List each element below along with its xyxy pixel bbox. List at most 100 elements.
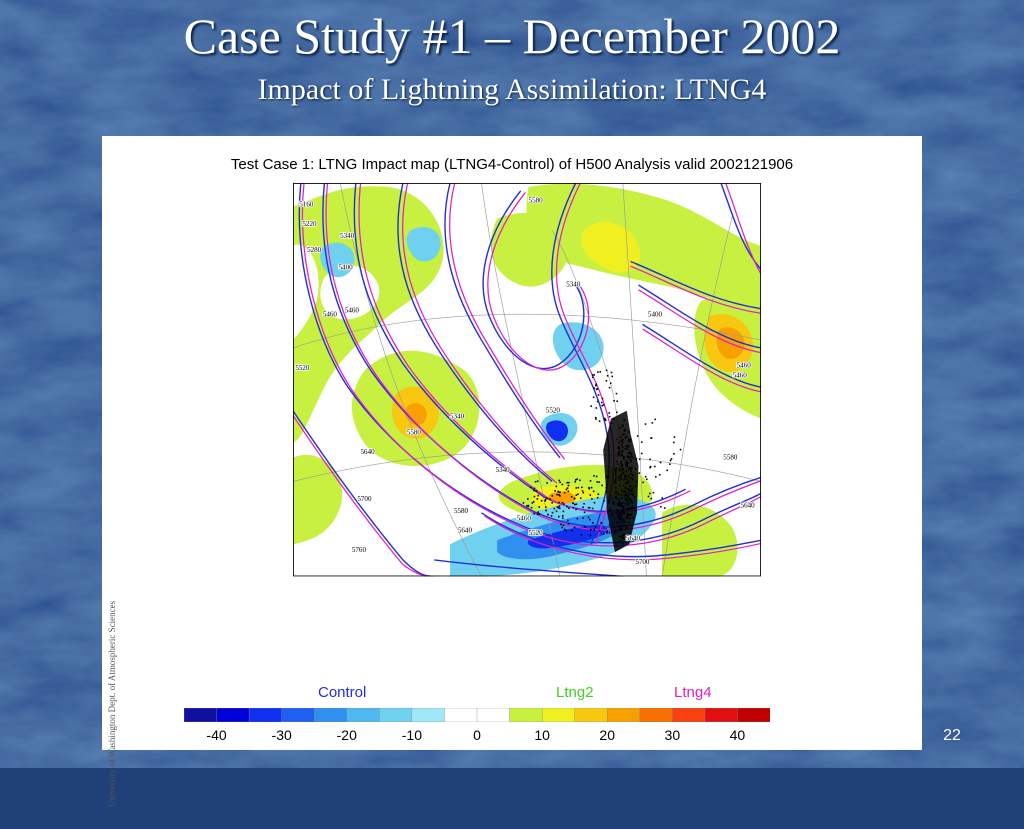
lightning-strike-dot [592, 490, 595, 493]
svg-text:5640: 5640 [458, 526, 473, 534]
lightning-strike-dot [644, 475, 647, 478]
lightning-strike-dot [631, 490, 633, 492]
lightning-strike-dot [544, 498, 547, 501]
lightning-strike-dot [581, 486, 583, 489]
colorbar-swatch [737, 708, 770, 722]
lightning-strike-dot [615, 472, 617, 474]
lightning-strike-dot [650, 497, 653, 500]
lightning-strike-dot [624, 497, 627, 500]
lightning-strike-dot [622, 521, 625, 523]
lightning-strike-dot [635, 458, 637, 461]
lightning-strike-dot [630, 501, 633, 503]
lightning-strike-dot [576, 517, 579, 520]
lightning-strike-dot [630, 508, 633, 510]
lightning-strike-dot [622, 505, 624, 508]
lightning-strike-dot [673, 436, 676, 438]
lightning-strike-dot [622, 484, 625, 487]
lightning-strike-dot [616, 509, 619, 512]
lightning-strike-dot [608, 499, 610, 502]
lightning-strike-dot [606, 532, 608, 534]
lightning-strike-dot [522, 502, 525, 504]
lightning-strike-dot [577, 493, 579, 495]
lightning-strike-dot [558, 491, 561, 494]
lightning-strike-dot [594, 526, 597, 528]
lightning-strike-dot [618, 427, 621, 429]
colorbar-swatch [704, 708, 738, 722]
lightning-strike-dot [621, 468, 624, 471]
lightning-strike-dot [573, 526, 576, 529]
lightning-strike-dot [601, 397, 604, 400]
lightning-strike-dot [590, 486, 593, 489]
lightning-strike-dot [649, 458, 651, 461]
lightning-strike-dot [627, 495, 629, 497]
lightning-strike-dot [615, 497, 617, 500]
lightning-strike-dot [558, 479, 560, 482]
lightning-strike-dot [619, 465, 622, 468]
lightning-strike-dot [617, 515, 620, 517]
lightning-strike-dot [620, 529, 623, 532]
lightning-strike-dot [591, 507, 594, 510]
lightning-strike-dot [631, 455, 633, 458]
lightning-strike-dot [590, 405, 593, 407]
page-number: 22 [943, 727, 961, 744]
lightning-strike-dot [650, 437, 653, 439]
lightning-strike-dot [600, 522, 602, 524]
lightning-strike-dot [573, 497, 576, 500]
lightning-strike-dot [622, 424, 624, 427]
lightning-strike-dot [625, 528, 627, 530]
lightning-strike-dot [587, 506, 590, 509]
lightning-strike-dot [628, 438, 630, 440]
lightning-strike-dot [623, 511, 626, 514]
contour-labels: 5160 5220 5280 5340 5400 5460 5460 5520 … [295, 196, 756, 567]
lightning-strike-dot [610, 422, 613, 424]
svg-text:5580: 5580 [723, 453, 738, 461]
lightning-strike-dot [631, 474, 634, 477]
lightning-strike-dot [625, 436, 627, 439]
colorbar-tick-labels: -40 -30 -20 -10 0 10 20 30 40 [102, 727, 922, 747]
lightning-strike-dot [589, 480, 592, 482]
lightning-strike-dot [605, 487, 608, 489]
colorbar-swatch [574, 708, 608, 722]
lightning-strike-dot [619, 503, 621, 505]
lightning-strike-dot [622, 510, 624, 512]
lightning-strike-dot [621, 446, 624, 449]
svg-text:5700: 5700 [357, 495, 372, 503]
lightning-strike-dot [619, 517, 621, 520]
lightning-strike-dot [620, 513, 622, 516]
lightning-strike-dot [614, 477, 617, 480]
lightning-strike-dot [559, 491, 561, 493]
lightning-strike-dot [618, 449, 621, 451]
lightning-strike-dot [596, 481, 598, 483]
lightning-strike-dot [595, 475, 598, 478]
lightning-strike-dot [670, 458, 673, 460]
lightning-strike-dot [572, 506, 575, 509]
lightning-strike-dot [618, 512, 621, 515]
lightning-strike-dot [604, 417, 606, 420]
lightning-strike-dot [630, 493, 633, 496]
lightning-strike-dot [631, 493, 634, 495]
lightning-strike-dot [561, 483, 564, 486]
lightning-strike-dot [546, 497, 548, 500]
lightning-strike-dot [654, 476, 657, 478]
colorbar [184, 708, 770, 722]
lightning-strike-dot [561, 501, 564, 504]
lightning-strike-dot [619, 528, 621, 531]
svg-text:5220: 5220 [302, 220, 317, 228]
lightning-strike-dot [625, 470, 628, 473]
lightning-strike-dot [634, 496, 636, 498]
lightning-strike-dot [533, 487, 536, 490]
lightning-strike-dot [555, 485, 558, 488]
lightning-strike-dot [626, 499, 628, 501]
lightning-strike-dot [625, 494, 628, 497]
lightning-strike-dot [622, 501, 624, 504]
lightning-strike-dot [629, 458, 631, 461]
lightning-strike-dot [628, 445, 630, 448]
lightning-strike-dot [557, 490, 559, 493]
lightning-strike-dot [608, 412, 611, 414]
lightning-strike-dot [591, 498, 593, 500]
lightning-strike-dot [627, 475, 629, 478]
lightning-strike-dot [563, 528, 566, 531]
lightning-strike-dot [593, 374, 596, 376]
lightning-strike-dot [632, 494, 634, 496]
lightning-strike-dot [538, 513, 541, 515]
